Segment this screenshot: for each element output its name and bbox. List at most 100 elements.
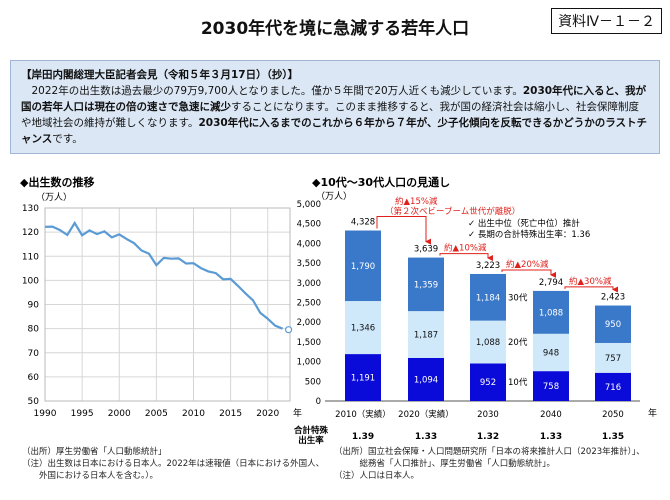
decline-arrow <box>564 286 618 293</box>
bar-segment-teens <box>533 371 569 401</box>
quote-segment: 2022年の出生数は過去最少の79万9,700人となりました。僅か５年間で20万… <box>31 85 523 97</box>
population-y-unit: （万人） <box>316 191 352 202</box>
bar-segment-value-label: 952 <box>480 378 496 388</box>
bar-segment-value-label: 1,191 <box>351 374 375 384</box>
births-y-tick-label: 110 <box>22 252 39 262</box>
bar-segment-thirties <box>408 257 444 312</box>
age-group-label: 20代 <box>508 337 528 348</box>
bar-segment-thirties <box>533 290 569 334</box>
births-x-tick-label: 1995 <box>71 409 94 419</box>
population-x-tick-label: 2040 <box>540 410 562 420</box>
births-y-tick-label: 120 <box>22 228 39 238</box>
bar-segment-thirties <box>595 305 631 343</box>
population-y-tick-label: 3,000 <box>297 279 321 289</box>
bar-total-label: 3,639 <box>414 245 438 255</box>
bar-segment-teens <box>470 363 506 401</box>
births-x-tick-label: 2000 <box>108 409 131 419</box>
births-y-tick-label: 50 <box>28 397 40 407</box>
population-x-tick-label: 2020（実績） <box>398 409 454 420</box>
bar-segment-value-label: 1,184 <box>476 293 500 303</box>
fertility-rate-label: 出生率 <box>298 435 324 446</box>
bar-segment-teens <box>408 357 444 401</box>
fertility-rate-value: 1.33 <box>540 432 562 442</box>
population-y-tick-label: 2,000 <box>297 318 321 328</box>
decline-percent-label: 約▲10%減 <box>444 243 487 254</box>
population-y-tick-label: 2,500 <box>297 299 321 309</box>
births-x-unit: 年 <box>293 407 302 419</box>
bar-segment-value-label: 1,088 <box>476 338 500 348</box>
births-y-tick-label: 60 <box>28 373 40 383</box>
bar-segment-teens <box>345 354 381 401</box>
decline-arrow <box>501 269 556 278</box>
births-series-line <box>44 220 284 330</box>
births-x-tick-label: 2020 <box>256 409 279 419</box>
bar-segment-twenties <box>533 333 569 372</box>
bar-segment-twenties <box>470 320 506 364</box>
population-y-tick-label: 3,500 <box>297 259 321 269</box>
bar-total-label: 2,423 <box>601 293 625 303</box>
bar-segment-value-label: 1,094 <box>414 375 438 385</box>
decline-percent-label: 約▲30%減 <box>569 276 612 287</box>
bar-segment-value-label: 716 <box>605 383 621 393</box>
age-group-label: 10代 <box>508 377 528 388</box>
births-y-tick-label: 130 <box>22 204 39 214</box>
births-x-tick-label: 1990 <box>34 409 57 419</box>
decline-percent-label: 約▲15%減 <box>395 196 438 207</box>
bar-segment-value-label: 948 <box>543 348 559 358</box>
bar-total-label: 4,328 <box>351 217 375 227</box>
population-y-tick-label: 4,000 <box>297 239 321 249</box>
age-group-label: 30代 <box>508 292 528 303</box>
bar-segment-value-label: 950 <box>605 320 621 330</box>
bar-segment-thirties <box>470 273 506 321</box>
population-source-notes: （出所）国立社会保障・人口問題研究所「日本の将来推計人口（2023年推計）」、 … <box>334 446 645 482</box>
bar-segment-value-label: 1,790 <box>351 262 375 272</box>
births-y-tick-label: 90 <box>28 301 40 311</box>
bar-total-label: 2,794 <box>539 278 563 288</box>
population-y-tick-label: 1,000 <box>297 358 321 368</box>
note-line: （注）人口は日本人。 <box>334 471 420 481</box>
quote-segment-bold: 2030年代に入ると、我が国の若年人口は現在の倍の速さで急速に減少 <box>21 85 647 113</box>
births-x-tick-label: 2010 <box>182 409 205 419</box>
press-conference-quote: 【岸田内閣総理大臣記者会見（令和５年３月17日）（抄）】 2022年の出生数は過… <box>10 60 660 154</box>
bar-segment-twenties <box>408 311 444 358</box>
bar-segment-value-label: 1,346 <box>351 324 375 334</box>
decline-arrow <box>376 215 431 245</box>
fertility-rate-value: 1.33 <box>415 432 437 442</box>
note-line: （出所）国立社会保障・人口問題研究所「日本の将来推計人口（2023年推計）」、 <box>334 447 645 457</box>
note-line: 総務省「人口推計」、厚生労働省「人口動態統計」。 <box>334 459 556 469</box>
births-chart-title: ◆出生数の推移 <box>20 175 94 189</box>
population-x-unit: 年 <box>648 407 657 419</box>
note-line: （出所）厚生労働省「人口動態統計」 <box>22 447 167 457</box>
bar-segment-value-label: 757 <box>605 354 621 364</box>
births-y-tick-label: 70 <box>28 349 40 359</box>
population-y-tick-label: 500 <box>305 377 321 387</box>
bar-segment-thirties <box>345 230 381 302</box>
decline-reason-label: （第２次ベビーブーム世代が離脱） <box>385 206 520 217</box>
bar-segment-teens <box>595 372 631 401</box>
decline-percent-label: 約▲20%減 <box>506 259 549 270</box>
fertility-rate-value: 1.35 <box>602 432 624 442</box>
decline-arrow <box>439 253 493 262</box>
quote-segment: することになります。このまま推移すると、我が国の経済社会は縮小し、社会保障制度や… <box>21 101 640 129</box>
document-number-badge: 資料Ⅳ－１－２ <box>551 8 662 34</box>
bar-segment-value-label: 758 <box>543 382 559 392</box>
projection-assumption-note: ✓ 長期の合計特殊出生率：1.36 <box>468 229 590 240</box>
bar-segment-twenties <box>595 342 631 373</box>
fertility-rate-label: 合計特殊 <box>293 425 329 436</box>
population-x-tick-label: 2030 <box>477 410 499 420</box>
population-y-tick-label: 1,500 <box>297 338 321 348</box>
note-line: （注）出生数は日本における日本人。2022年は速報値（日本における外国人、 <box>22 459 325 469</box>
page-title: 2030年代を境に急減する若年人口 <box>200 19 470 39</box>
quote-body: 2022年の出生数は過去最少の79万9,700人となりました。僅か５年間で20万… <box>21 83 649 147</box>
quote-segment-bold: 2030年代に入るまでのこれから６年から７年が、少子化傾向を反転できるかどうかの… <box>21 117 648 145</box>
births-y-unit: （万人） <box>36 192 72 203</box>
fertility-rate-value: 1.39 <box>352 432 374 442</box>
bar-segment-value-label: 1,088 <box>539 308 563 318</box>
population-y-tick-label: 0 <box>316 397 321 407</box>
quote-segment: です。 <box>52 133 83 145</box>
bar-segment-value-label: 1,187 <box>414 331 438 341</box>
births-x-tick-label: 2005 <box>145 409 168 419</box>
births-latest-point <box>284 326 293 334</box>
fertility-rate-value: 1.32 <box>477 432 499 442</box>
population-y-tick-label: 5,000 <box>297 200 321 210</box>
